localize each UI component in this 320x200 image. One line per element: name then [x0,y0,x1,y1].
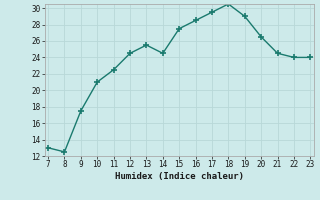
X-axis label: Humidex (Indice chaleur): Humidex (Indice chaleur) [115,172,244,181]
